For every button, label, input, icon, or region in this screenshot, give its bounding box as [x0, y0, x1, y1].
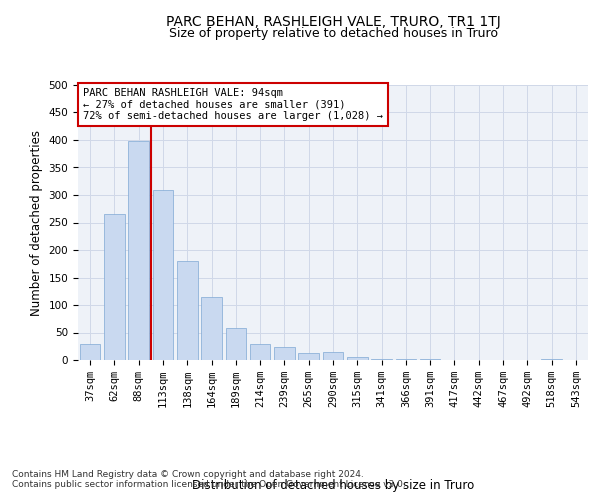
Bar	[80, 344, 100, 360]
Text: PARC BEHAN, RASHLEIGH VALE, TRURO, TR1 1TJ: PARC BEHAN, RASHLEIGH VALE, TRURO, TR1 1…	[166, 15, 500, 29]
Bar	[298, 354, 319, 360]
Bar	[177, 261, 197, 360]
Bar	[274, 348, 295, 360]
Bar	[541, 359, 562, 360]
Text: Size of property relative to detached houses in Truro: Size of property relative to detached ho…	[169, 28, 497, 40]
Bar	[128, 141, 149, 360]
Bar	[201, 296, 222, 360]
Bar	[347, 356, 368, 360]
Bar	[371, 359, 392, 360]
Text: Contains HM Land Registry data © Crown copyright and database right 2024.
Contai: Contains HM Land Registry data © Crown c…	[12, 470, 406, 490]
X-axis label: Distribution of detached houses by size in Truro: Distribution of detached houses by size …	[192, 480, 474, 492]
Bar	[250, 344, 271, 360]
Y-axis label: Number of detached properties: Number of detached properties	[30, 130, 43, 316]
Bar	[104, 214, 125, 360]
Text: PARC BEHAN RASHLEIGH VALE: 94sqm
← 27% of detached houses are smaller (391)
72% : PARC BEHAN RASHLEIGH VALE: 94sqm ← 27% o…	[83, 88, 383, 121]
Bar	[226, 328, 246, 360]
Bar	[152, 190, 173, 360]
Bar	[323, 352, 343, 360]
